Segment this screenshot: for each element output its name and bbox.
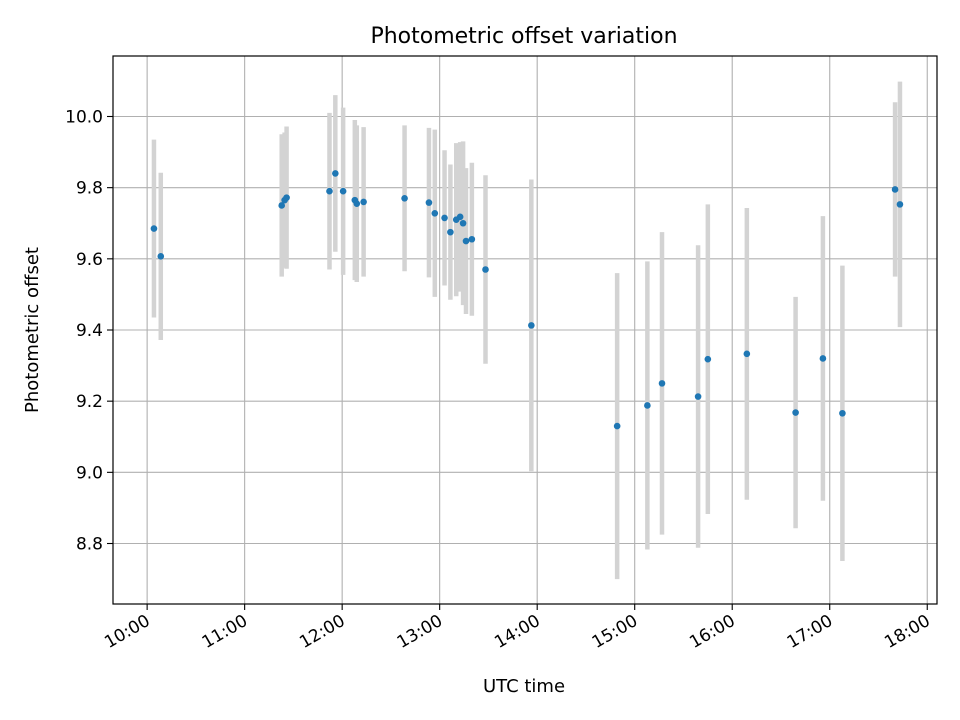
data-point <box>431 209 439 217</box>
data-point <box>157 253 165 260</box>
data-point <box>441 214 448 222</box>
data-point <box>482 266 489 273</box>
y-tick-label: 9.8 <box>76 179 103 199</box>
data-point <box>456 213 464 221</box>
y-axis-ticks: 8.8 9.0 9.2 9.4 9.6 9.8 10.0 <box>65 107 113 555</box>
y-tick-label: 10.0 <box>65 107 103 127</box>
data-point <box>150 225 158 232</box>
data-point <box>353 200 361 207</box>
data-point <box>694 393 702 400</box>
data-point <box>278 202 286 209</box>
data-point <box>792 409 799 416</box>
data-point <box>528 322 535 329</box>
data-point <box>743 350 751 358</box>
data-point <box>283 194 290 201</box>
data-point <box>459 219 467 227</box>
data-point <box>896 201 904 208</box>
x-axis-label: UTC time <box>483 676 565 697</box>
data-point <box>819 355 827 362</box>
data-point <box>326 187 333 195</box>
data-point <box>339 187 347 195</box>
data-point <box>839 409 846 417</box>
data-point <box>360 198 367 206</box>
data-point <box>644 402 651 409</box>
y-tick-label: 8.8 <box>76 535 103 555</box>
data-point <box>613 422 621 430</box>
y-tick-label: 9.0 <box>76 463 103 483</box>
data-point <box>704 355 712 363</box>
y-axis-label: Photometric offset <box>22 247 43 413</box>
data-point <box>425 199 433 206</box>
data-point <box>447 228 454 236</box>
y-tick-label: 9.6 <box>76 250 103 270</box>
chart-title: Photometric offset variation <box>370 24 677 49</box>
y-tick-label: 9.4 <box>76 321 103 341</box>
data-point <box>658 380 666 387</box>
data-points <box>150 170 904 430</box>
y-tick-label: 9.2 <box>76 392 103 412</box>
data-point <box>891 186 899 193</box>
data-point <box>462 237 470 245</box>
data-point <box>332 170 339 177</box>
data-point <box>468 235 476 243</box>
data-point <box>401 195 408 202</box>
